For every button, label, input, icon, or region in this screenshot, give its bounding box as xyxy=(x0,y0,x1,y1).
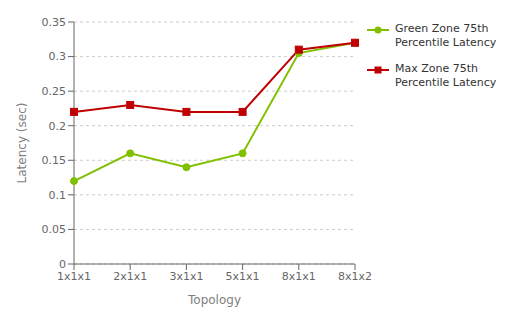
svg-text:0.1: 0.1 xyxy=(49,189,67,202)
svg-text:0.25: 0.25 xyxy=(42,85,67,98)
svg-text:Latency (sec): Latency (sec) xyxy=(15,103,29,184)
svg-text:0.05: 0.05 xyxy=(42,223,67,236)
svg-text:Topology: Topology xyxy=(187,293,241,307)
html-text:Max Zone 75th Percentile Laten: Max Zone 75th Percentile Latency xyxy=(395,62,497,89)
svg-text:8x1x1: 8x1x1 xyxy=(282,270,316,283)
svg-text:8x1x2: 8x1x2 xyxy=(338,270,372,283)
svg-text:0.3: 0.3 xyxy=(49,50,67,63)
svg-text:2x1x1: 2x1x1 xyxy=(113,270,147,283)
svg-text:0.35: 0.35 xyxy=(42,16,67,29)
svg-text:5x1x1: 5x1x1 xyxy=(226,270,260,283)
svg-text:0.2: 0.2 xyxy=(49,120,67,133)
svg-text:1x1x1: 1x1x1 xyxy=(57,270,91,283)
svg-text:0.15: 0.15 xyxy=(42,154,67,167)
svg-text:0: 0 xyxy=(59,258,66,271)
svg-text:3x1x1: 3x1x1 xyxy=(169,270,203,283)
html-text:Green Zone 75th Percentile Lat: Green Zone 75th Percentile Latency xyxy=(395,22,497,49)
